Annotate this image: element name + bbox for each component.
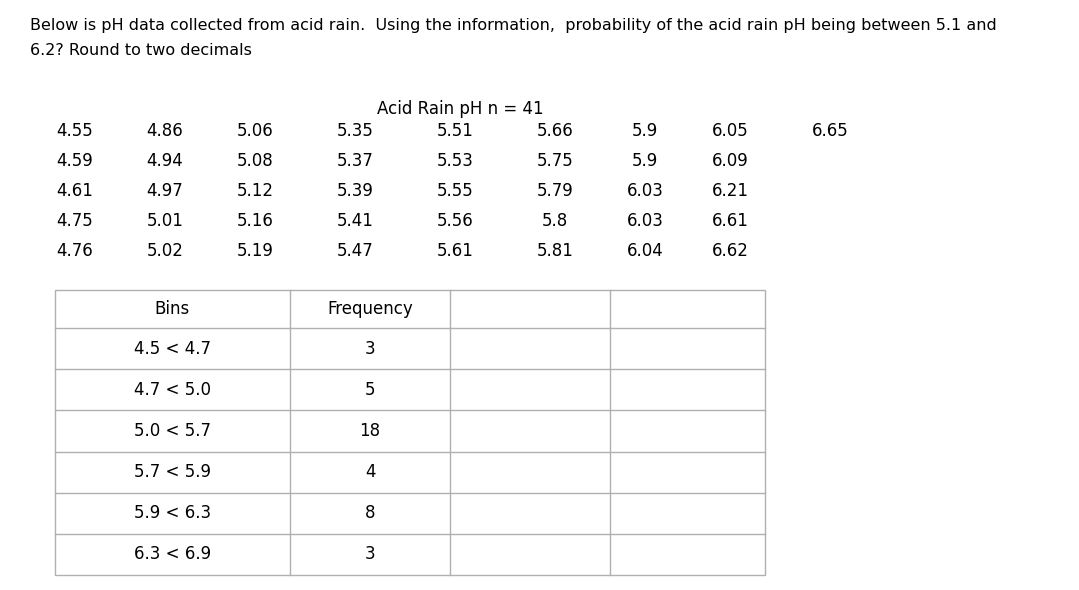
Text: 5.9: 5.9 [632,122,658,140]
Text: 5.51: 5.51 [437,122,474,140]
Text: 4.97: 4.97 [147,182,183,200]
Text: 6.21: 6.21 [711,182,749,200]
Text: Frequency: Frequency [327,300,413,318]
Text: 5.55: 5.55 [437,182,474,200]
Text: 4.76: 4.76 [56,242,94,260]
Text: 18: 18 [359,422,381,440]
Text: 6.61: 6.61 [711,212,749,230]
Text: 5.01: 5.01 [147,212,183,230]
Text: 5.39: 5.39 [337,182,373,200]
Text: 3: 3 [365,545,375,563]
Text: 4.55: 4.55 [56,122,94,140]
Text: 6.3 < 6.9: 6.3 < 6.9 [134,545,211,563]
Text: 5.61: 5.61 [437,242,474,260]
Text: 5: 5 [365,381,375,399]
Text: 5.75: 5.75 [536,152,573,170]
Text: 5.9 < 6.3: 5.9 < 6.3 [134,504,211,522]
Text: 5.79: 5.79 [536,182,573,200]
Text: 5.9: 5.9 [632,152,658,170]
Text: 5.81: 5.81 [536,242,573,260]
Text: 5.53: 5.53 [437,152,474,170]
Text: 4.5 < 4.7: 4.5 < 4.7 [134,340,211,358]
Text: 5.47: 5.47 [337,242,373,260]
Text: 4.75: 4.75 [56,212,94,230]
Text: 5.7 < 5.9: 5.7 < 5.9 [134,463,211,481]
Text: 4.61: 4.61 [56,182,94,200]
Text: 6.09: 6.09 [712,152,749,170]
Text: 4: 4 [365,463,375,481]
Text: 3: 3 [365,340,375,358]
Text: 5.35: 5.35 [337,122,373,140]
Text: Acid Rain pH n = 41: Acid Rain pH n = 41 [377,100,544,118]
Text: 5.12: 5.12 [236,182,273,200]
Text: 6.62: 6.62 [711,242,749,260]
Text: Below is pH data collected from acid rain.  Using the information,  probability : Below is pH data collected from acid rai… [30,18,997,58]
Text: 4.94: 4.94 [147,152,183,170]
Text: 5.8: 5.8 [542,212,569,230]
Text: 5.19: 5.19 [236,242,273,260]
Text: 6.65: 6.65 [811,122,848,140]
Text: 5.02: 5.02 [147,242,183,260]
Bar [55,290,765,575]
Text: 5.41: 5.41 [337,212,373,230]
Text: 6.03: 6.03 [627,182,664,200]
Text: 5.08: 5.08 [236,152,273,170]
Text: 6.05: 6.05 [712,122,749,140]
Text: 5.37: 5.37 [337,152,373,170]
Text: Bins: Bins [155,300,190,318]
Text: 5.56: 5.56 [437,212,474,230]
Text: 5.66: 5.66 [536,122,573,140]
Text: 5.06: 5.06 [236,122,273,140]
Text: 8: 8 [365,504,375,522]
Text: 6.03: 6.03 [627,212,664,230]
Text: 5.0 < 5.7: 5.0 < 5.7 [134,422,211,440]
Text: 4.7 < 5.0: 4.7 < 5.0 [134,381,211,399]
Text: 5.16: 5.16 [236,212,273,230]
Text: 4.59: 4.59 [56,152,94,170]
Text: 4.86: 4.86 [147,122,183,140]
Text: 6.04: 6.04 [627,242,664,260]
